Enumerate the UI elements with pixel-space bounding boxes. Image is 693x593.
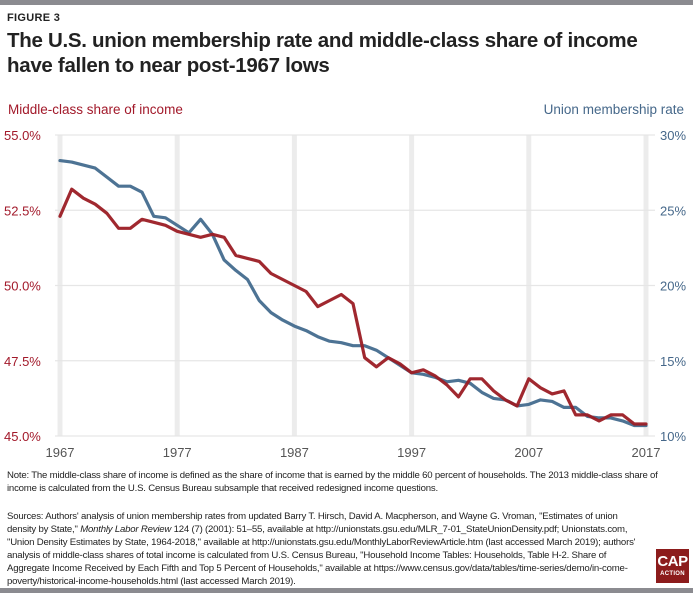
left-tick-label: 47.5% <box>4 354 41 369</box>
right-tick-label: 15% <box>660 354 686 369</box>
right-tick-label: 30% <box>660 128 686 143</box>
sources-text-1: Sources: Authors' analysis of union memb… <box>7 511 618 535</box>
chart-note: Note: The middle-class share of income i… <box>7 470 658 494</box>
figure-label: FIGURE 3 <box>7 12 61 24</box>
left-tick-label: 45.0% <box>4 429 41 444</box>
series-line-middle-class-share <box>58 187 648 426</box>
series-lines <box>58 159 648 428</box>
x-tick-label: 1967 <box>46 445 75 460</box>
x-tick-label: 2007 <box>514 445 543 460</box>
left-tick-label: 55.0% <box>4 128 41 143</box>
x-tick-label: 1997 <box>397 445 426 460</box>
x-axis-ticks: 1967 1977 1987 1997 2007 2017 <box>46 445 661 460</box>
bottom-bar <box>0 588 693 593</box>
logo-action: ACTION <box>660 571 685 577</box>
horizontal-gridlines <box>55 134 655 437</box>
x-tick-label: 1977 <box>163 445 192 460</box>
series-line-union-rate <box>58 159 648 428</box>
left-tick-label: 50.0% <box>4 279 41 294</box>
left-axis-title: Middle-class share of income <box>8 102 183 117</box>
right-tick-label: 10% <box>660 429 686 444</box>
top-bar <box>0 0 693 5</box>
right-axis-ticks: 30% 25% 20% 15% 10% <box>660 128 686 444</box>
chart-title: The U.S. union membership rate and middl… <box>7 29 638 77</box>
chart-sources: Sources: Authors' analysis of union memb… <box>7 510 647 588</box>
left-axis-ticks: 55.0% 52.5% 50.0% 47.5% 45.0% <box>4 128 41 444</box>
sources-journal: Monthly Labor Review <box>80 524 172 535</box>
right-tick-label: 25% <box>660 203 686 218</box>
sources-text-2: 124 (7) (2001): 51–55, available at http… <box>7 524 636 587</box>
x-tick-label: 2017 <box>632 445 661 460</box>
line-chart: 55.0% 52.5% 50.0% 47.5% 45.0% 30% 25% 20% 15% 10… <box>4 128 686 460</box>
cap-action-logo: CAP ACTION <box>656 549 689 583</box>
left-tick-label: 52.5% <box>4 203 41 218</box>
logo-cap: CAP <box>657 553 688 570</box>
right-axis-title: Union membership rate <box>543 102 684 117</box>
right-tick-label: 20% <box>660 279 686 294</box>
x-tick-label: 1987 <box>280 445 309 460</box>
